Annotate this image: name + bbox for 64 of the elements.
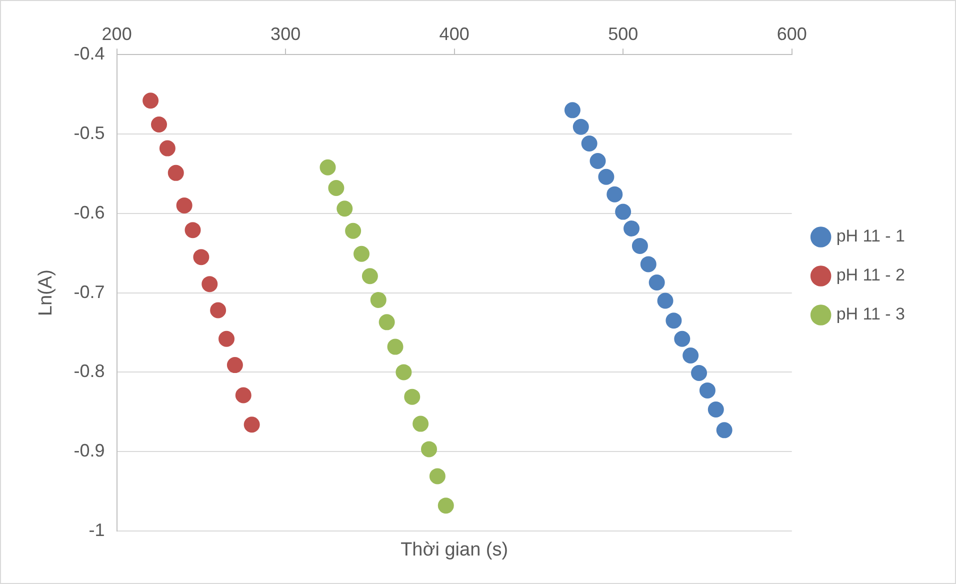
point	[699, 382, 716, 398]
point	[691, 364, 708, 381]
y-axis-title: Ln(A)	[36, 270, 57, 316]
point	[184, 222, 201, 238]
point	[193, 249, 210, 266]
point	[666, 312, 682, 329]
point	[370, 292, 386, 308]
point	[429, 468, 446, 484]
x-tick-label: 500	[608, 24, 638, 44]
point	[244, 416, 260, 433]
point	[328, 180, 344, 196]
point	[598, 168, 614, 185]
point	[421, 441, 438, 458]
point	[396, 364, 412, 380]
y-tick-label: -0.5	[74, 122, 105, 143]
point	[336, 200, 353, 217]
point	[235, 387, 252, 404]
point	[378, 314, 395, 330]
point	[640, 256, 656, 272]
point	[320, 159, 336, 176]
y-tick-label: -0.6	[74, 202, 105, 222]
legend-label: pH 11 - 2	[836, 266, 906, 285]
point	[210, 302, 226, 318]
y-tick-label: -0.8	[74, 361, 105, 382]
point	[387, 338, 404, 355]
point	[218, 330, 235, 347]
y-tick-label: -0.4	[74, 44, 105, 64]
point	[168, 164, 184, 181]
x-tick-label: 400	[439, 24, 470, 44]
legend-label: pH 11 - 1	[836, 226, 906, 246]
point	[708, 402, 724, 418]
point	[404, 388, 420, 405]
point	[632, 238, 648, 254]
point	[682, 348, 699, 364]
x-tick-label: 600	[776, 24, 807, 44]
y-tick-label: -0.7	[74, 282, 105, 302]
point	[438, 498, 454, 514]
point	[226, 357, 243, 374]
y-tick-label: -0.9	[74, 440, 105, 461]
point	[412, 416, 429, 432]
point	[674, 330, 690, 347]
y-tick-label: -1	[88, 520, 105, 540]
point	[354, 246, 370, 262]
point	[345, 222, 362, 239]
point	[624, 220, 640, 236]
x-tick-label: 300	[270, 24, 301, 44]
point	[202, 276, 218, 292]
point	[362, 268, 378, 284]
point	[615, 204, 632, 220]
point	[564, 102, 580, 118]
x-tick-label: 200	[102, 24, 132, 44]
point	[159, 140, 176, 156]
point	[716, 422, 732, 438]
point	[657, 292, 674, 309]
point	[142, 92, 159, 109]
point	[590, 152, 606, 169]
point	[572, 118, 589, 135]
point	[151, 116, 168, 132]
point	[648, 274, 665, 290]
legend-label: pH 11 - 3	[836, 304, 906, 324]
point	[176, 197, 192, 214]
point	[581, 136, 598, 152]
x-axis-title: Thời gian (s)	[400, 540, 508, 561]
point	[606, 186, 623, 202]
